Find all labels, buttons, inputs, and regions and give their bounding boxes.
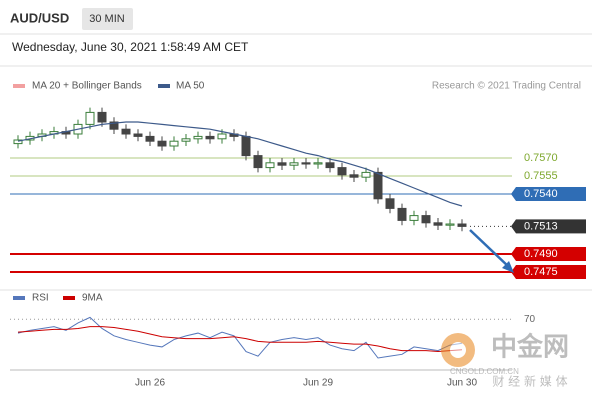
level-label: 0.7490 bbox=[524, 248, 558, 260]
level-box bbox=[516, 187, 586, 201]
level-box-tip bbox=[511, 247, 516, 261]
rsi-tick-label: 70 bbox=[524, 314, 536, 325]
candle-body bbox=[337, 167, 347, 176]
candle-body bbox=[421, 215, 431, 224]
legend-swatch bbox=[63, 296, 75, 300]
x-tick-label: Jun 30 bbox=[447, 378, 477, 389]
candle-body bbox=[121, 128, 131, 135]
candle-body bbox=[85, 111, 95, 125]
level-box-tip bbox=[511, 219, 516, 234]
candle-body bbox=[445, 223, 455, 226]
candle-body bbox=[157, 140, 167, 147]
candle-body bbox=[325, 162, 335, 169]
level-box bbox=[516, 219, 586, 234]
candle-body bbox=[265, 162, 275, 169]
rsi-line bbox=[17, 316, 463, 359]
timestamp: Wednesday, June 30, 2021 1:58:49 AM CET bbox=[12, 40, 249, 54]
legend-label: 9MA bbox=[82, 293, 103, 304]
candle-body bbox=[133, 133, 143, 137]
candle-body bbox=[289, 162, 299, 166]
ma50-line bbox=[17, 121, 463, 207]
watermark-tagline: 财 经 新 媒 体 bbox=[492, 374, 567, 389]
legend-swatch bbox=[158, 84, 170, 88]
candle-body bbox=[205, 135, 215, 140]
candle-body bbox=[457, 223, 467, 227]
candle-body bbox=[13, 139, 23, 145]
rsi-line bbox=[17, 326, 463, 353]
candle-body bbox=[313, 162, 323, 165]
level-label: 0.7570 bbox=[524, 152, 558, 164]
candle-body bbox=[301, 162, 311, 165]
level-label: 0.7475 bbox=[524, 266, 558, 278]
candle-body bbox=[433, 222, 443, 226]
legend-swatch bbox=[13, 296, 25, 300]
candle-body bbox=[97, 111, 107, 123]
level-label: 0.7513 bbox=[524, 220, 558, 232]
candle-body bbox=[181, 138, 191, 142]
source: Research © 2021 Trading Central bbox=[432, 81, 581, 92]
interval[interactable]: 30 MIN bbox=[89, 13, 125, 25]
level-label: 0.7555 bbox=[524, 170, 558, 182]
forecast-arrow bbox=[469, 229, 511, 269]
symbol: AUD/USD bbox=[10, 10, 69, 25]
watermark-name: 中金网 bbox=[491, 332, 569, 363]
candle-body bbox=[145, 135, 155, 142]
level-box bbox=[516, 265, 586, 279]
legend-label: RSI bbox=[32, 293, 49, 304]
candle-body bbox=[385, 198, 395, 209]
candle-body bbox=[373, 171, 383, 200]
level-box-tip bbox=[511, 187, 516, 201]
candle-body bbox=[277, 162, 287, 166]
arrow-head bbox=[502, 261, 514, 273]
candle-body bbox=[253, 155, 263, 169]
legend-label: MA 50 bbox=[176, 81, 205, 92]
level-label: 0.7540 bbox=[524, 188, 558, 200]
interval-button[interactable] bbox=[82, 8, 133, 30]
x-tick-label: Jun 29 bbox=[303, 378, 333, 389]
watermark-domain: CNGOLD.COM.CN bbox=[450, 367, 519, 376]
candle-body bbox=[193, 135, 203, 140]
x-tick-label: Jun 26 bbox=[135, 378, 165, 389]
candle-body bbox=[409, 215, 419, 221]
candle-body bbox=[241, 135, 251, 157]
watermark: 中金网 CNGOLD.COM.CN 财 经 新 媒 体 bbox=[441, 332, 569, 389]
candle-body bbox=[217, 133, 227, 140]
candle-body bbox=[397, 207, 407, 221]
watermark-logo bbox=[450, 342, 466, 358]
legend-swatch bbox=[13, 84, 25, 88]
candle-body bbox=[169, 140, 179, 147]
candle-body bbox=[349, 174, 359, 178]
candle-body bbox=[109, 121, 119, 130]
candle-body bbox=[361, 171, 371, 178]
legend-label: MA 20 + Bollinger Bands bbox=[32, 81, 142, 92]
level-box bbox=[516, 247, 586, 261]
